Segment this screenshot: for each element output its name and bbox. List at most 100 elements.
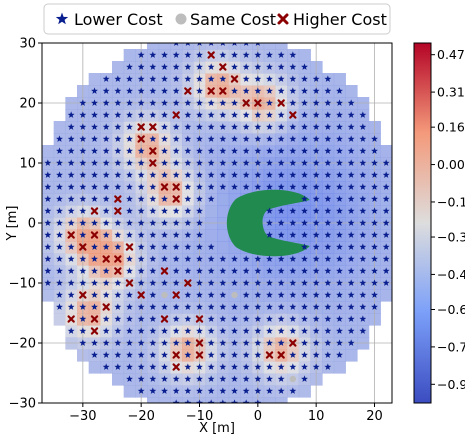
lower-cost-marker	[312, 315, 320, 322]
lower-cost-marker	[114, 183, 122, 190]
lower-cost-marker	[172, 327, 180, 334]
lower-cost-marker	[56, 267, 63, 274]
lower-cost-marker	[219, 51, 227, 58]
legend-entry-higher-cost: Higher Cost	[277, 10, 387, 29]
lower-cost-marker	[172, 147, 180, 154]
heat-cell	[392, 217, 404, 230]
lower-cost-marker	[254, 183, 262, 190]
lower-cost-marker	[67, 327, 75, 334]
heat-cell	[392, 193, 404, 206]
lower-cost-marker	[126, 159, 133, 166]
lower-cost-marker	[137, 99, 145, 106]
lower-cost-marker	[382, 207, 390, 214]
lower-cost-marker	[149, 51, 157, 58]
lower-cost-marker	[137, 351, 145, 358]
lower-cost-marker	[324, 123, 332, 130]
lower-cost-marker	[207, 63, 215, 70]
lower-cost-marker	[172, 63, 180, 70]
lower-cost-marker	[114, 303, 122, 310]
lower-cost-marker	[56, 303, 63, 310]
lower-cost-marker	[312, 363, 320, 370]
lower-cost-marker	[289, 315, 297, 322]
lower-cost-marker	[266, 75, 273, 82]
lower-cost-marker	[289, 171, 297, 178]
lower-cost-marker	[79, 171, 87, 178]
heat-cell	[240, 397, 253, 403]
lower-cost-marker	[336, 195, 343, 202]
lower-cost-marker	[336, 279, 343, 286]
lower-cost-marker	[196, 171, 203, 178]
lower-cost-marker	[371, 159, 378, 166]
lower-cost-marker	[196, 387, 203, 394]
lower-cost-marker	[254, 279, 262, 286]
heat-cell	[53, 121, 66, 134]
lower-cost-marker	[102, 351, 110, 358]
heat-cell	[182, 397, 195, 403]
lower-cost-marker	[102, 75, 110, 82]
lower-cost-marker	[102, 135, 110, 142]
lower-cost-marker	[56, 195, 63, 202]
lower-cost-marker	[324, 255, 332, 262]
lower-cost-marker	[79, 255, 87, 262]
lower-cost-marker	[266, 171, 273, 178]
lower-cost-marker	[220, 43, 225, 46]
lower-cost-marker	[67, 243, 75, 250]
lower-cost-marker	[231, 267, 238, 274]
same-cost-marker	[289, 375, 297, 383]
heat-cell	[42, 289, 55, 302]
lower-cost-marker	[219, 267, 227, 274]
lower-cost-marker	[301, 87, 308, 94]
lower-cost-marker	[289, 123, 297, 130]
lower-cost-marker	[137, 267, 145, 274]
lower-cost-marker	[266, 51, 273, 58]
higher-cost-marker	[265, 351, 274, 359]
heat-cell	[88, 361, 101, 374]
higher-cost-marker	[90, 327, 99, 335]
lower-cost-marker	[289, 159, 297, 166]
heat-cell	[42, 241, 43, 254]
lower-cost-marker	[277, 123, 285, 130]
lower-cost-marker	[137, 231, 145, 238]
lower-cost-marker	[126, 219, 133, 226]
lower-cost-marker	[161, 99, 168, 106]
heat-cell	[229, 409, 241, 422]
lower-cost-marker	[184, 159, 192, 166]
lower-cost-marker	[254, 159, 262, 166]
lower-cost-marker	[102, 147, 110, 154]
lower-cost-marker	[254, 147, 262, 154]
lower-cost-marker	[266, 183, 273, 190]
lower-cost-marker	[196, 363, 203, 370]
lower-cost-marker	[254, 291, 262, 298]
lower-cost-marker	[137, 75, 145, 82]
lower-cost-marker	[289, 291, 297, 298]
lower-cost-marker	[277, 51, 285, 58]
lower-cost-marker	[102, 339, 110, 346]
higher-cost-marker	[289, 111, 297, 119]
lower-cost-marker	[371, 267, 378, 274]
lower-cost-marker	[137, 111, 145, 118]
lower-cost-marker	[324, 363, 332, 370]
lower-cost-marker	[371, 303, 378, 310]
lower-cost-marker	[254, 135, 262, 142]
lower-cost-marker	[126, 375, 133, 382]
higher-cost-marker	[90, 315, 99, 323]
heat-cell	[392, 253, 404, 266]
lower-cost-marker	[149, 99, 157, 106]
heat-cell	[158, 43, 171, 50]
lower-cost-marker	[114, 111, 122, 118]
lower-cost-marker	[207, 147, 215, 154]
lower-cost-marker	[382, 243, 390, 250]
lower-cost-marker	[56, 159, 63, 166]
lower-cost-marker	[184, 363, 192, 370]
lower-cost-marker	[172, 279, 180, 286]
lower-cost-marker	[207, 291, 215, 298]
lower-cost-marker	[254, 363, 262, 370]
lower-cost-marker	[196, 195, 203, 202]
lower-cost-marker	[231, 399, 238, 403]
lower-cost-marker	[242, 399, 250, 403]
lower-cost-marker	[219, 327, 227, 334]
lower-cost-marker	[137, 279, 145, 286]
lower-cost-marker	[371, 171, 378, 178]
lower-cost-marker	[126, 195, 133, 202]
heat-cell	[217, 409, 229, 422]
